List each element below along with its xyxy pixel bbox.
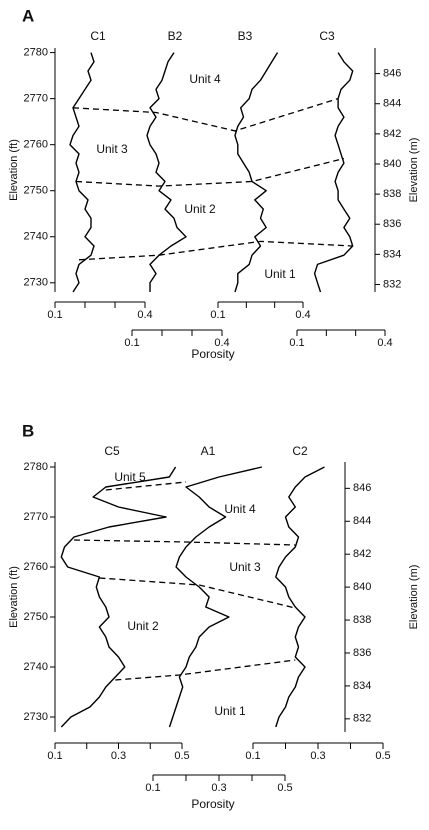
well-name: B2 xyxy=(168,29,183,43)
x-tick-label: 0.4 xyxy=(295,309,310,321)
porosity-curve xyxy=(60,466,177,728)
y-tick-label: 2780 xyxy=(24,47,48,59)
x-tick-label: 0.1 xyxy=(245,750,260,762)
y2-tick-label: 840 xyxy=(383,158,401,170)
unit-boundary xyxy=(105,481,187,491)
unit-boundary xyxy=(99,577,296,609)
unit-label: Unit 3 xyxy=(96,142,128,156)
unit-boundary xyxy=(72,97,339,132)
x-tick-label: 0.5 xyxy=(277,782,292,794)
y-tick-label: 2750 xyxy=(24,611,48,623)
unit-label: Unit 5 xyxy=(114,470,146,484)
unit-boundary xyxy=(115,659,296,681)
porosity-curve xyxy=(313,52,354,293)
well-name: C5 xyxy=(104,444,120,458)
y-tick-label: 2770 xyxy=(24,93,48,105)
unit-label: Unit 3 xyxy=(229,560,261,574)
y-axis-title: Elevation (ft) xyxy=(8,566,20,628)
well-name: C3 xyxy=(319,29,335,43)
x-tick-label: 0.3 xyxy=(310,750,325,762)
panel-label: B xyxy=(22,421,34,440)
y-tick-label: 2780 xyxy=(24,461,48,473)
y2-tick-label: 842 xyxy=(353,548,371,560)
well-name: B3 xyxy=(238,29,253,43)
x-tick-label: 0.5 xyxy=(174,750,189,762)
well-name: C1 xyxy=(90,29,106,43)
unit-label: Unit 1 xyxy=(214,704,246,718)
y2-tick-label: 838 xyxy=(353,614,371,626)
x-tick-label: 0.4 xyxy=(377,337,392,349)
unit-label: Unit 4 xyxy=(224,502,256,516)
unit-boundary xyxy=(75,157,345,187)
y2-axis-title: Elevation (m) xyxy=(408,138,420,203)
x-tick-label: 0.5 xyxy=(375,750,390,762)
y2-axis-title: Elevation (m) xyxy=(408,565,420,630)
y2-tick-label: 838 xyxy=(383,188,401,200)
x-tick-label: 0.3 xyxy=(211,782,226,794)
x-tick-label: 0.1 xyxy=(289,337,304,349)
porosity-curve xyxy=(168,466,263,728)
y2-tick-label: 834 xyxy=(383,248,401,260)
y2-tick-label: 842 xyxy=(383,128,401,140)
porosity-curve xyxy=(275,466,325,728)
unit-label: Unit 4 xyxy=(189,72,221,86)
y2-tick-label: 844 xyxy=(383,98,401,110)
porosity-curve xyxy=(69,52,95,293)
x-tick-label: 0.1 xyxy=(124,337,139,349)
unit-boundary xyxy=(78,240,353,261)
x-tick-label: 0.3 xyxy=(111,750,126,762)
y-tick-label: 2760 xyxy=(24,561,48,573)
y-tick-label: 2750 xyxy=(24,185,48,197)
y-tick-label: 2730 xyxy=(24,711,48,723)
y-tick-label: 2770 xyxy=(24,511,48,523)
y-tick-label: 2760 xyxy=(24,139,48,151)
unit-label: Unit 2 xyxy=(184,202,216,216)
x-tick-label: 0.4 xyxy=(214,337,229,349)
y-tick-label: 2730 xyxy=(24,277,48,289)
y2-tick-label: 832 xyxy=(353,713,371,725)
y2-tick-label: 832 xyxy=(383,278,401,290)
x-tick-label: 0.1 xyxy=(47,309,62,321)
x-tick-label: 0.1 xyxy=(145,782,160,794)
porosity-curve xyxy=(234,52,279,293)
y-tick-label: 2740 xyxy=(24,661,48,673)
unit-label: Unit 1 xyxy=(264,267,296,281)
x-axis-title: Porosity xyxy=(191,797,234,811)
well-name: C2 xyxy=(292,444,308,458)
x-tick-label: 0.1 xyxy=(210,309,225,321)
y2-tick-label: 840 xyxy=(353,581,371,593)
panel-label: A xyxy=(22,6,34,25)
y2-tick-label: 844 xyxy=(353,515,371,527)
y-tick-label: 2740 xyxy=(24,231,48,243)
porosity-curve xyxy=(146,52,187,292)
y-axis-title: Elevation (ft) xyxy=(8,139,20,201)
y2-tick-label: 846 xyxy=(353,482,371,494)
well-name: A1 xyxy=(201,444,216,458)
y2-tick-label: 834 xyxy=(353,680,371,692)
y2-tick-label: 836 xyxy=(353,647,371,659)
y2-tick-label: 836 xyxy=(383,218,401,230)
x-tick-label: 0.1 xyxy=(47,750,62,762)
x-axis-title: Porosity xyxy=(191,347,234,361)
x-tick-label: 0.4 xyxy=(137,309,152,321)
y2-tick-label: 846 xyxy=(383,68,401,80)
unit-label: Unit 2 xyxy=(127,619,159,633)
unit-boundary xyxy=(73,539,296,546)
